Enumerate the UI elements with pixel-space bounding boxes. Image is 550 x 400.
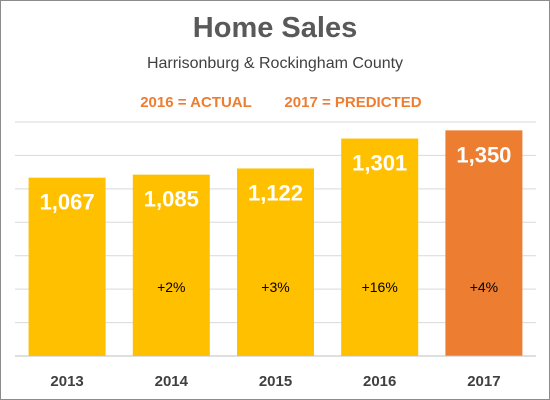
bar-2015 <box>237 168 314 356</box>
annotation-predicted: 2017 = PREDICTED <box>284 94 421 111</box>
value-label-2014: 1,085 <box>144 187 199 212</box>
chart-title: Home Sales <box>193 12 357 44</box>
value-label-2013: 1,067 <box>40 190 95 215</box>
change-label-2014: +2% <box>157 279 185 295</box>
x-tick-label-2017: 2017 <box>467 373 500 390</box>
x-tick-label-2013: 2013 <box>50 373 83 390</box>
x-axis-ticks: 2013 2014 2015 2016 2017 <box>50 373 500 390</box>
annotation-actual: 2016 = ACTUAL <box>140 94 252 111</box>
bar-series: 1,067 1,085 +2% 1,122 +3% 1,301 +16% 1,350 +4% <box>28 130 523 356</box>
x-tick-label-2016: 2016 <box>363 373 396 390</box>
value-label-2016: 1,301 <box>352 151 407 176</box>
change-label-2017: +4% <box>470 279 498 295</box>
x-tick-label-2014: 2014 <box>155 373 189 390</box>
x-tick-label-2015: 2015 <box>259 373 292 390</box>
bar-2013 <box>28 177 106 356</box>
change-label-2015: +3% <box>261 279 289 295</box>
value-label-2017: 1,350 <box>456 142 511 167</box>
bar-2017 <box>445 130 523 356</box>
change-label-2016: +16% <box>362 279 398 295</box>
bar-2016 <box>341 138 419 356</box>
chart-subtitle: Harrisonburg & Rockingham County <box>147 55 403 72</box>
bar-2014 <box>132 174 210 356</box>
value-label-2015: 1,122 <box>248 180 303 205</box>
